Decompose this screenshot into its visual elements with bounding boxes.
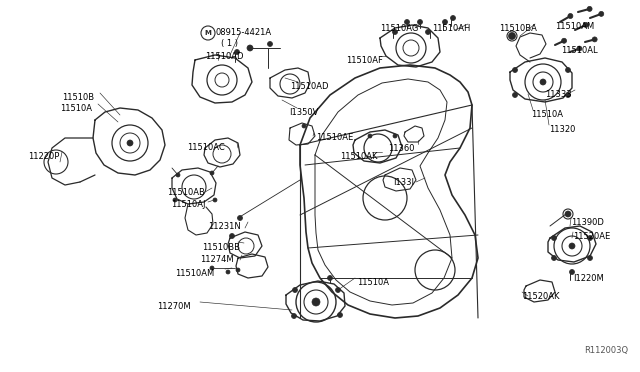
Circle shape xyxy=(513,93,518,97)
Circle shape xyxy=(210,266,214,270)
Text: 11510AH: 11510AH xyxy=(432,24,470,33)
Circle shape xyxy=(592,37,597,42)
Text: 11510AD: 11510AD xyxy=(290,82,328,91)
Circle shape xyxy=(268,42,273,46)
Circle shape xyxy=(247,45,253,51)
Text: M: M xyxy=(205,30,211,36)
Circle shape xyxy=(509,32,515,39)
Circle shape xyxy=(561,38,566,43)
Circle shape xyxy=(291,314,296,318)
Circle shape xyxy=(566,67,570,73)
Text: 11510AF: 11510AF xyxy=(346,56,383,65)
Text: 11510AM: 11510AM xyxy=(175,269,214,278)
Text: 11360: 11360 xyxy=(388,144,415,153)
Text: 11390D: 11390D xyxy=(571,218,604,227)
Circle shape xyxy=(127,140,133,146)
Text: 11520AK: 11520AK xyxy=(522,292,559,301)
Text: 11510AB: 11510AB xyxy=(167,188,205,197)
Text: 11510AJ: 11510AJ xyxy=(171,200,205,209)
Circle shape xyxy=(236,268,240,272)
Circle shape xyxy=(588,256,593,260)
Circle shape xyxy=(540,79,546,85)
Text: 11231N: 11231N xyxy=(208,222,241,231)
Circle shape xyxy=(426,29,431,35)
Text: I133I: I133I xyxy=(393,178,414,187)
Text: 11510AE: 11510AE xyxy=(316,133,353,142)
Circle shape xyxy=(552,256,557,260)
Text: I1350V: I1350V xyxy=(289,108,318,117)
Circle shape xyxy=(588,235,593,241)
Circle shape xyxy=(566,93,570,97)
Text: 11274M: 11274M xyxy=(200,255,234,264)
Circle shape xyxy=(392,29,397,35)
Text: 11510A: 11510A xyxy=(357,278,389,287)
Circle shape xyxy=(176,173,180,177)
Circle shape xyxy=(568,13,573,19)
Text: I1220M: I1220M xyxy=(573,274,604,283)
Circle shape xyxy=(337,312,342,317)
Circle shape xyxy=(577,46,582,51)
Circle shape xyxy=(587,6,592,12)
Circle shape xyxy=(404,19,410,25)
Circle shape xyxy=(368,134,372,138)
Text: R112003Q: R112003Q xyxy=(584,346,628,355)
Text: 11510B: 11510B xyxy=(62,93,94,102)
Circle shape xyxy=(234,49,239,55)
Circle shape xyxy=(213,198,217,202)
Text: 11510AM: 11510AM xyxy=(555,22,595,31)
Circle shape xyxy=(230,234,234,238)
Text: 11333: 11333 xyxy=(545,90,572,99)
Text: ( 1 ): ( 1 ) xyxy=(221,39,238,48)
Circle shape xyxy=(570,269,575,275)
Circle shape xyxy=(302,124,306,128)
Text: 11510BA: 11510BA xyxy=(499,24,537,33)
Text: 11510AL: 11510AL xyxy=(561,46,598,55)
Text: 11320: 11320 xyxy=(549,125,575,134)
Circle shape xyxy=(237,215,243,221)
Text: 11520AE: 11520AE xyxy=(573,232,611,241)
Text: 11510AG: 11510AG xyxy=(380,24,419,33)
Circle shape xyxy=(442,19,447,25)
Text: 08915-4421A: 08915-4421A xyxy=(215,28,271,37)
Circle shape xyxy=(173,198,177,202)
Circle shape xyxy=(393,134,397,138)
Text: 11510AK: 11510AK xyxy=(340,152,378,161)
Circle shape xyxy=(565,211,571,217)
Text: 11510AC: 11510AC xyxy=(187,143,225,152)
Circle shape xyxy=(328,276,333,280)
Text: 11510A: 11510A xyxy=(60,104,92,113)
Text: 11510BB: 11510BB xyxy=(202,243,240,252)
Circle shape xyxy=(513,67,518,73)
Circle shape xyxy=(292,288,298,292)
Circle shape xyxy=(417,19,422,25)
Circle shape xyxy=(552,235,557,241)
Text: 11510AD: 11510AD xyxy=(205,52,243,61)
Circle shape xyxy=(226,270,230,274)
Circle shape xyxy=(599,12,604,16)
Text: 11270M: 11270M xyxy=(157,302,191,311)
Text: 11510A: 11510A xyxy=(531,110,563,119)
Circle shape xyxy=(569,243,575,249)
Circle shape xyxy=(210,171,214,175)
Circle shape xyxy=(451,16,456,20)
Circle shape xyxy=(312,298,320,306)
Circle shape xyxy=(584,22,588,28)
Circle shape xyxy=(335,288,340,292)
Text: 11220P: 11220P xyxy=(28,152,60,161)
